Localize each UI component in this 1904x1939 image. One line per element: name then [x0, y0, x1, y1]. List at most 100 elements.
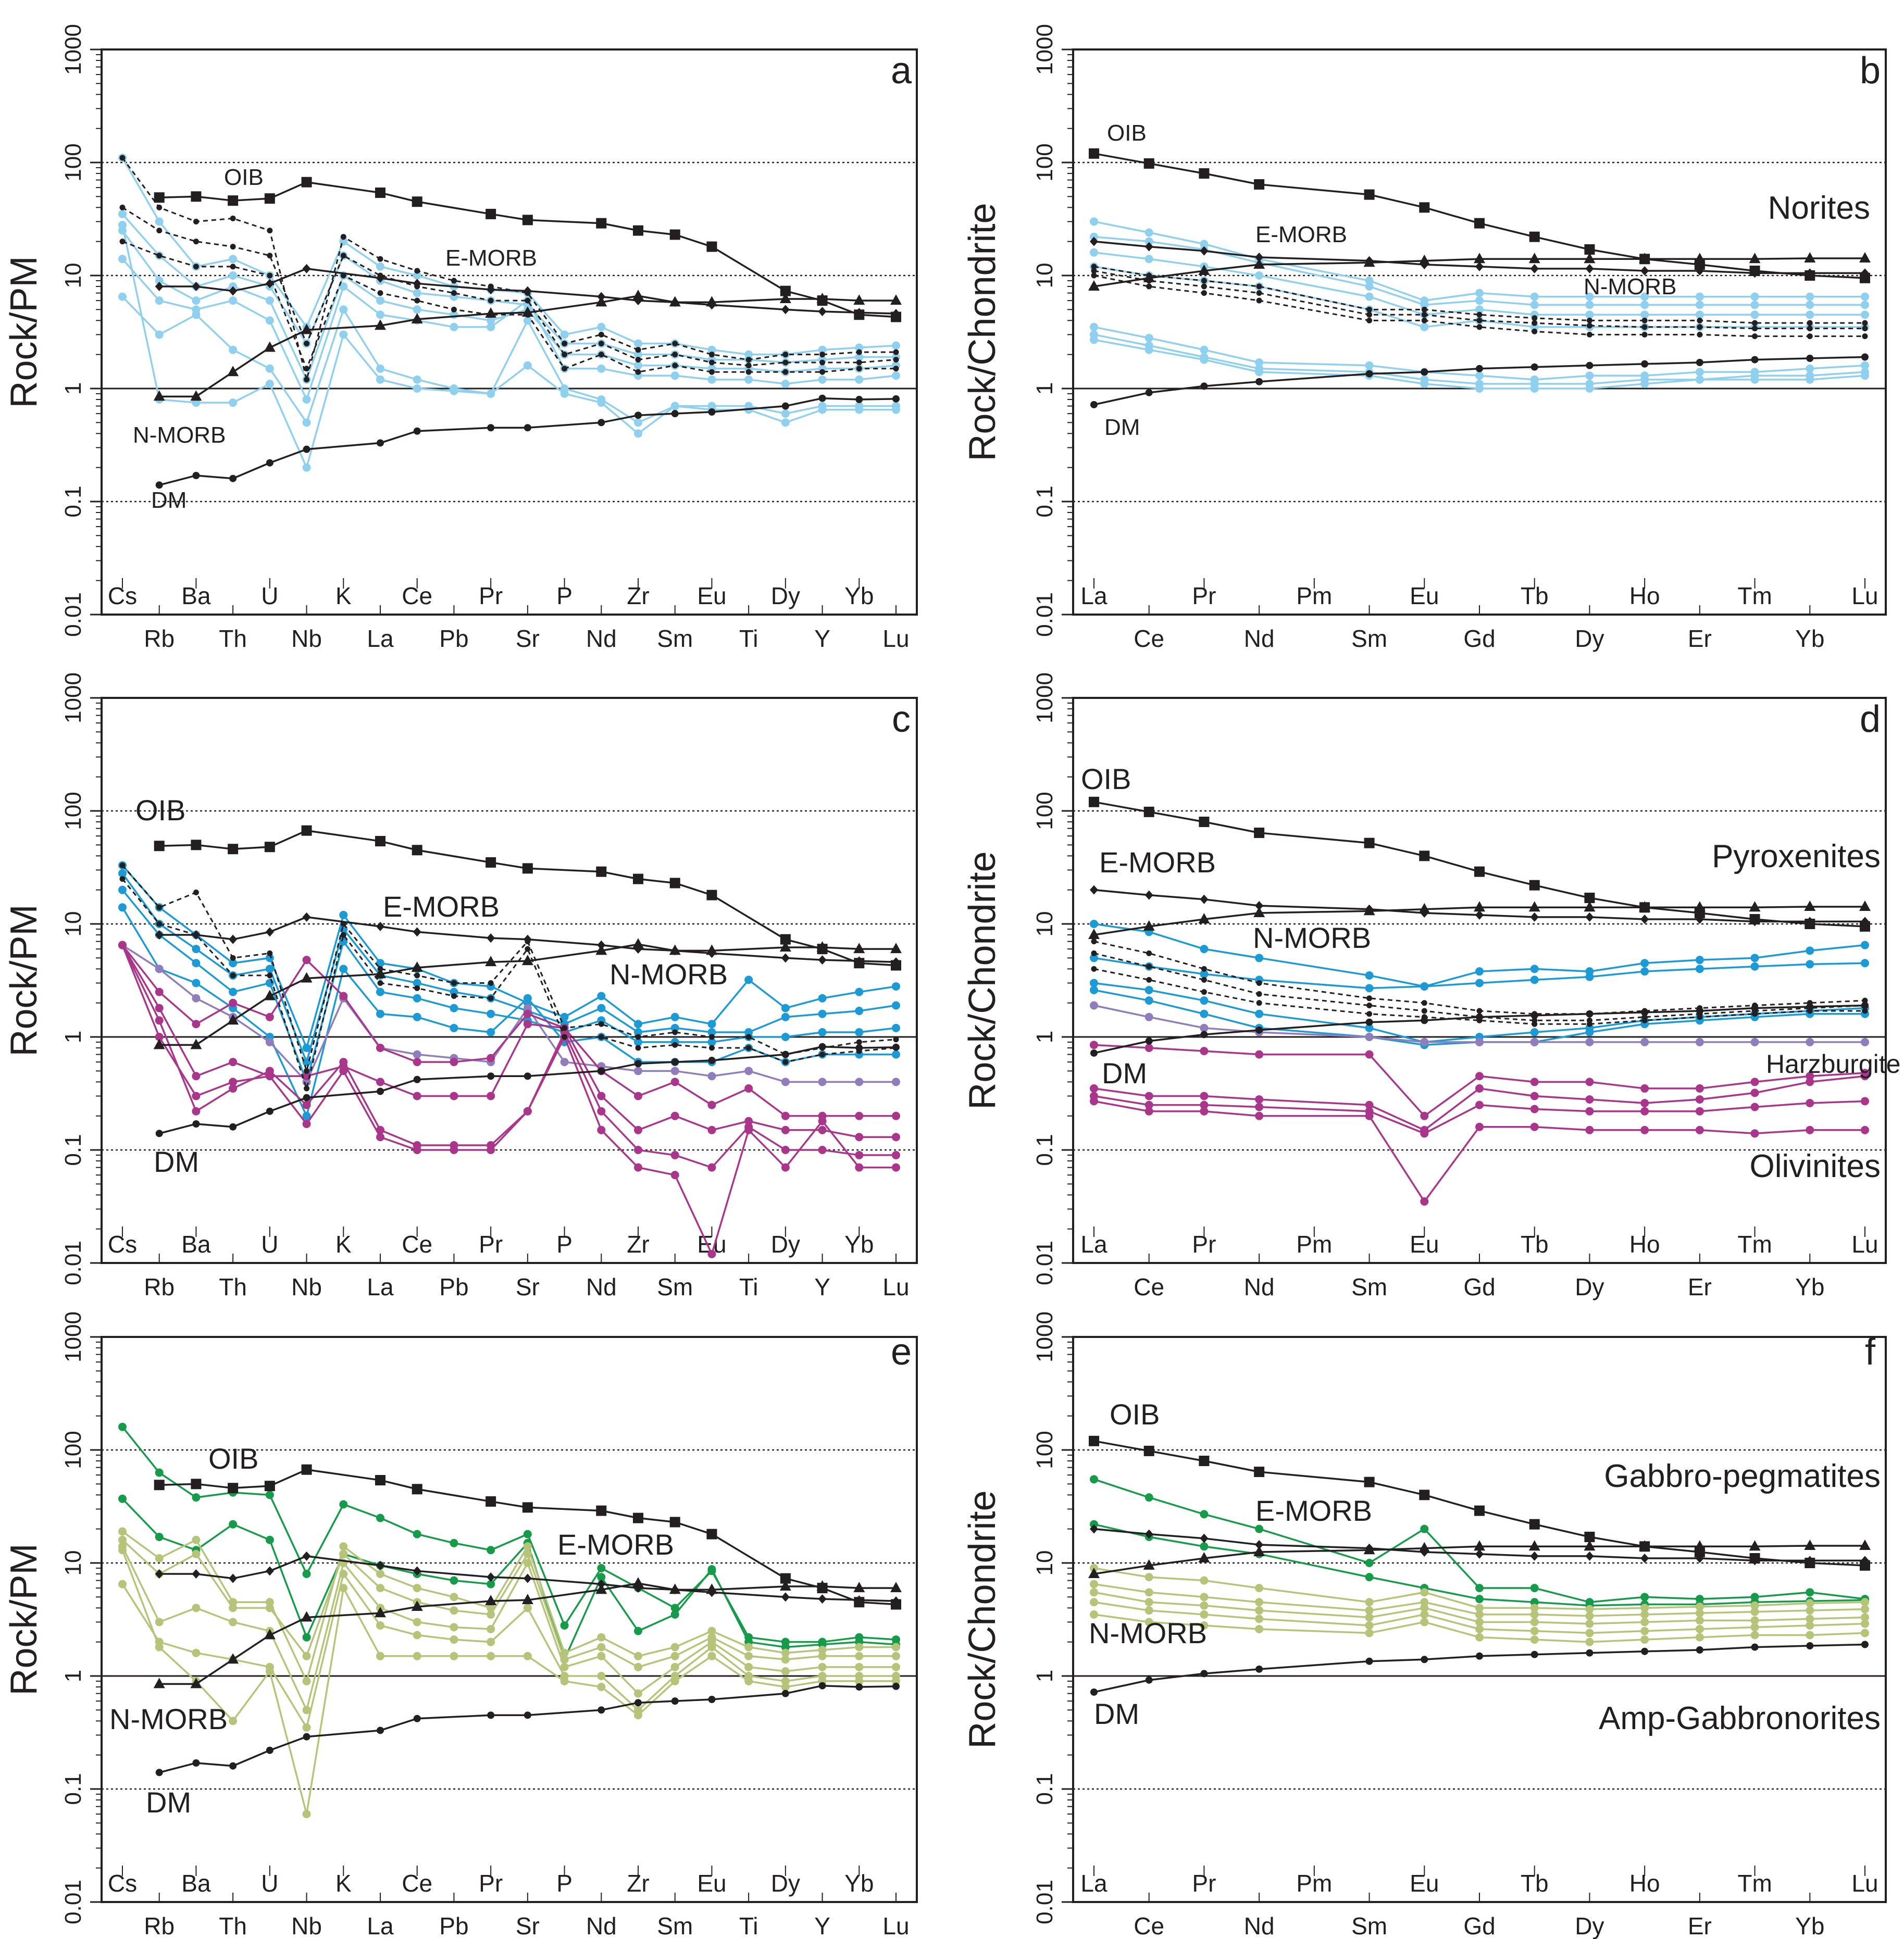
sample-dashed-point: [1697, 331, 1703, 337]
sample-pyroxenites-point: [855, 987, 864, 996]
sample-amp-gabbronorites-point: [1365, 1613, 1374, 1622]
sample-pyroxenites-point: [118, 869, 127, 878]
sample-norites-point: [487, 389, 495, 398]
sample-olivinites-point: [413, 1146, 421, 1154]
ref-dm-point: [303, 1733, 310, 1741]
sample-dashed-point: [156, 921, 163, 927]
y-tick-label: 100: [1032, 792, 1057, 830]
sample-olivinites-point: [155, 987, 164, 996]
sample-olivinites-line: [121, 944, 896, 1117]
sample-norites-point: [1475, 384, 1484, 393]
ref-e-morb-point: [229, 934, 238, 944]
sample-dashed-point: [562, 341, 568, 347]
sample-dashed-point: [1201, 977, 1207, 983]
sample-olivinites-point: [302, 1100, 311, 1109]
sample-dashed-point: [672, 341, 678, 347]
sample-norites-point: [155, 296, 164, 305]
x-tick-label: Yb: [1795, 625, 1824, 652]
ref-dm-point: [1090, 1688, 1098, 1696]
sample-olivinites-point: [376, 1133, 384, 1142]
sample-amp-gabbronorites-point: [155, 1618, 164, 1627]
ref-n-morb-point: [153, 1039, 165, 1049]
x-tick-label: Sm: [1351, 625, 1387, 652]
sample-dashed-line: [121, 865, 897, 1074]
ref-e-morb-point: [413, 927, 421, 937]
ref-dm-point: [1365, 1657, 1373, 1665]
sample-norites-point: [155, 330, 164, 339]
sample-olivinites-point: [487, 1054, 495, 1062]
sample-norites-point: [1475, 371, 1484, 380]
ref-n-morb-point: [816, 941, 828, 952]
sample-dashed-point: [193, 239, 199, 245]
ref-e-morb-point: [413, 1566, 421, 1576]
sample-harzburgite-point: [707, 1072, 716, 1081]
sample-amp-gabbronorites-point: [192, 1549, 201, 1558]
x-tick-label: Dy: [1575, 625, 1604, 652]
sample-norites-point: [560, 330, 569, 339]
sample-olivinites-point: [413, 1092, 421, 1100]
ref-e-morb-point: [376, 1560, 384, 1570]
ref-n-morb-point: [1584, 901, 1596, 912]
sample-norites-point: [1090, 248, 1098, 257]
y-tick-label: 1: [1032, 1670, 1057, 1682]
sample-pyroxenites-point: [1090, 920, 1098, 928]
sample-olivinites-point: [1090, 1084, 1098, 1093]
sample-amp-gabbronorites-point: [597, 1672, 606, 1680]
sample-olivinites-point: [892, 1133, 900, 1142]
ref-oib-point: [1419, 1490, 1430, 1500]
sample-norites-point: [302, 463, 311, 472]
sample-norites-point: [1530, 301, 1539, 309]
sample-amp-gabbronorites-point: [597, 1652, 606, 1660]
ref-n-morb-point: [1804, 252, 1816, 262]
ref-oib-point: [780, 1573, 791, 1584]
sample-dashed-point: [304, 366, 310, 372]
ref-n-morb-point: [1694, 1540, 1706, 1551]
ref-dm-point: [892, 395, 900, 403]
reference-label: OIB: [1107, 120, 1147, 146]
ref-e-morb-point: [1695, 1554, 1704, 1563]
sample-norites-point: [118, 255, 127, 264]
sample-pyroxenites-point: [892, 1001, 900, 1010]
ref-n-morb-point: [1528, 901, 1540, 912]
ref-dm-point: [155, 481, 163, 489]
sample-harzburgite-point: [1806, 1037, 1814, 1046]
sample-amp-gabbronorites-point: [523, 1542, 532, 1551]
sample-olivinites-point: [487, 1092, 495, 1100]
ref-n-morb-point: [1749, 1540, 1761, 1551]
sample-amp-gabbronorites-point: [1861, 1613, 1869, 1622]
sample-pyroxenites-point: [192, 959, 201, 968]
sample-gabbro-pegmatites-point: [1420, 1524, 1429, 1533]
y-tick-label: 0.1: [1032, 485, 1057, 517]
sample-dashed-point: [414, 297, 420, 304]
sample-dashed-point: [267, 272, 273, 279]
sample-pyroxenites-point: [781, 1033, 790, 1041]
sample-amp-gabbronorites-point: [523, 1652, 532, 1660]
sample-norites-point: [634, 429, 642, 438]
sample-olivinites-point: [855, 1150, 864, 1159]
sample-dashed-point: [1366, 1011, 1373, 1017]
y-tick-label: 0.1: [60, 1773, 86, 1805]
sample-pyroxenites-point: [1365, 971, 1374, 980]
sample-olivinites-point: [634, 1092, 642, 1100]
sample-amp-gabbronorites-point: [1200, 1593, 1209, 1602]
sample-norites-point: [634, 339, 642, 348]
sample-dashed-point: [1807, 320, 1813, 326]
sample-dashed-line: [122, 207, 897, 367]
ref-dm-point: [1751, 1643, 1759, 1651]
ref-dm-point: [1806, 1642, 1814, 1650]
x-tick-label: Sm: [657, 625, 693, 652]
ref-n-morb-point: [264, 990, 276, 1000]
ref-e-morb-point: [1530, 1551, 1539, 1561]
rock-type-label: Gabbro-pegmatites: [1604, 1458, 1881, 1494]
x-tick-label: Er: [1688, 1273, 1712, 1300]
sample-dashed-point: [304, 377, 310, 383]
sample-olivinites-point: [744, 1117, 753, 1125]
ref-n-morb-point: [411, 961, 423, 972]
ref-e-morb-point: [1200, 894, 1209, 904]
ref-e-morb-point: [192, 282, 201, 292]
sample-norites-point: [1585, 310, 1594, 319]
sample-olivinites-point: [744, 1125, 753, 1134]
sample-norites-point: [413, 305, 421, 314]
sample-amp-gabbronorites-point: [1090, 1580, 1098, 1588]
sample-norites-point: [155, 276, 164, 285]
